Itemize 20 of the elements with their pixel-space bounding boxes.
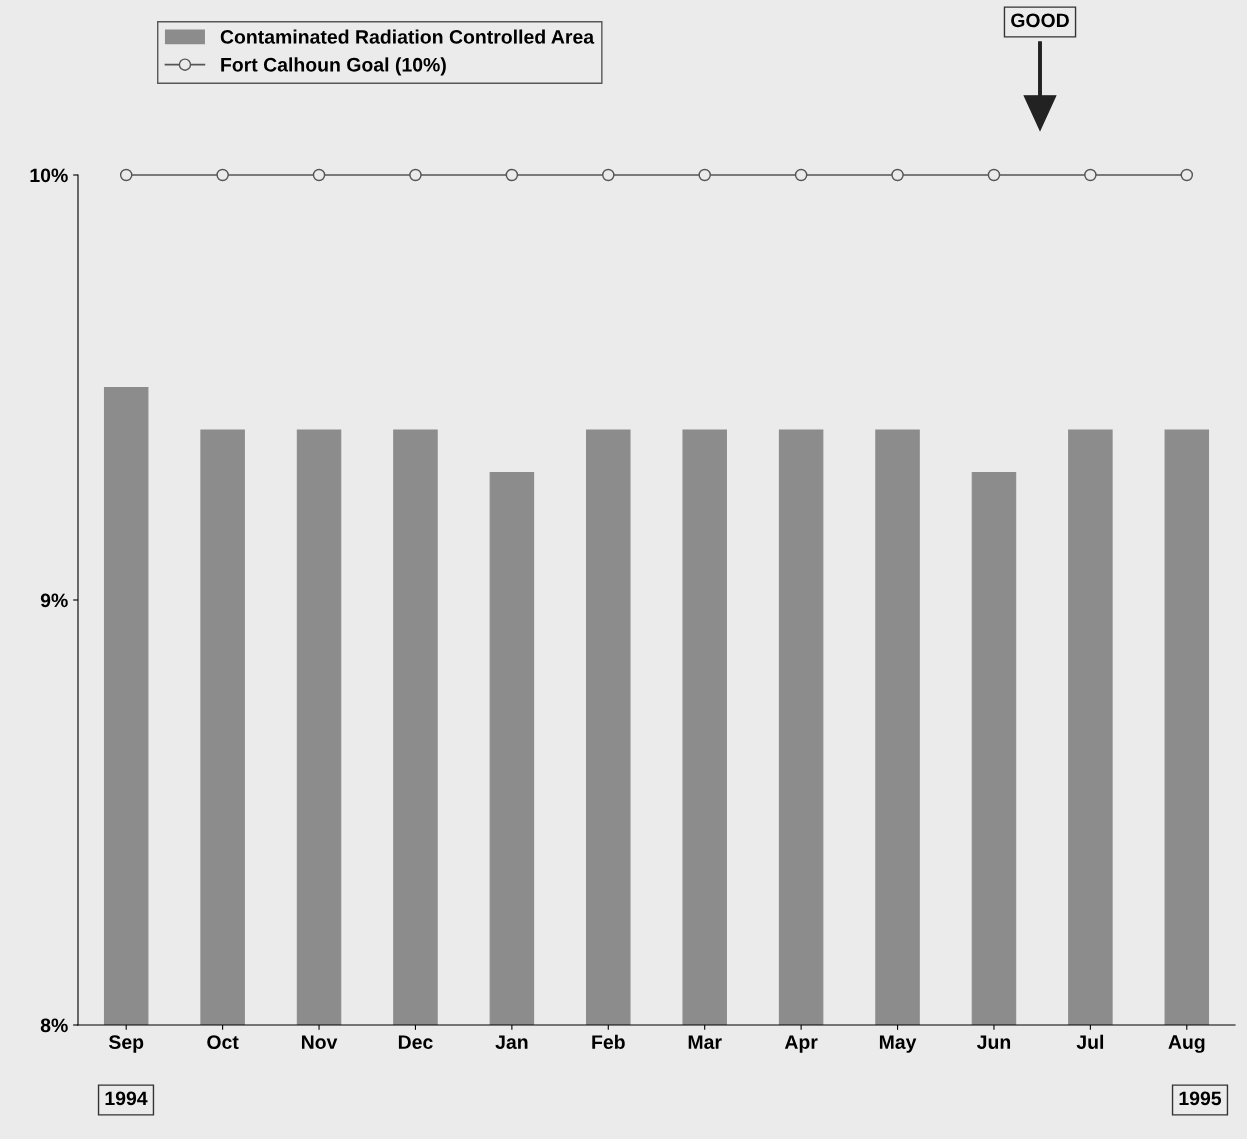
text: 1994 — [105, 1091, 148, 1106]
x-tick-label: Mar — [688, 1035, 722, 1049]
x-tick-label: Jan — [495, 1035, 528, 1049]
y-tick-label: 10% — [30, 168, 68, 183]
x-tick-label: Sep — [108, 1035, 144, 1053]
y-tick-label: 9% — [40, 593, 68, 608]
x-tick-label: Oct — [207, 1035, 239, 1049]
legend-label: Fort Calhoun Goal (10%) — [221, 57, 446, 76]
x-tick-label: May — [879, 1035, 917, 1053]
x-tick-label: Dec — [398, 1035, 433, 1049]
x-tick-label: Jul — [1076, 1034, 1104, 1049]
y-tick-label: 8% — [40, 1018, 68, 1033]
legend-label: Contaminated Radiation Controlled Area — [220, 29, 595, 44]
x-tick-label: Jun — [976, 1035, 1011, 1049]
x-tick-label: Aug — [1168, 1035, 1205, 1053]
x-tick-label: Nov — [301, 1035, 338, 1049]
x-tick-label: Feb — [592, 1034, 625, 1049]
text: 1995 — [1179, 1091, 1222, 1106]
text: GOOD — [1011, 13, 1069, 28]
x-tick-label: Apr — [784, 1035, 818, 1053]
